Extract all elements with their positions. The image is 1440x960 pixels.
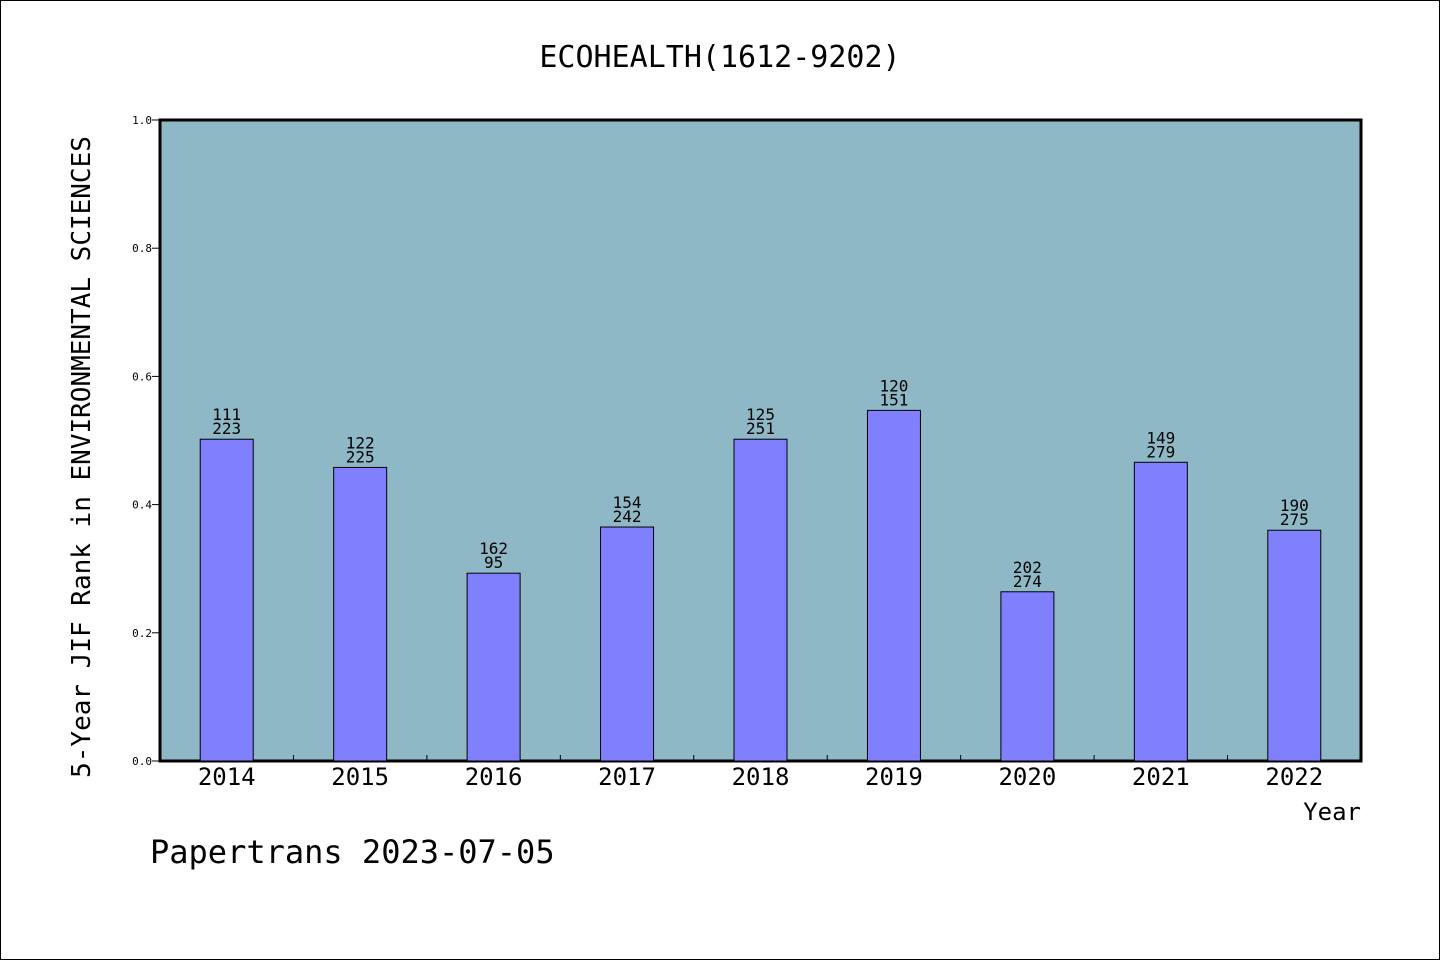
y-tick-label: 0.8: [132, 242, 152, 255]
bar-2016: [466, 572, 521, 762]
bar-2014: [199, 438, 254, 762]
bar-rank-label: 202: [1013, 558, 1042, 577]
x-tick-label: 2021: [1132, 763, 1190, 791]
x-tick-label: 2018: [732, 763, 790, 791]
bar-2022: [1267, 529, 1322, 762]
bar-2018: [733, 438, 788, 762]
y-tick-label: 0.6: [132, 370, 152, 383]
bar-2021: [1133, 461, 1188, 762]
x-tick-label: 2016: [465, 763, 523, 791]
bar-labels-group: 1112231222251629515424212525112015120227…: [212, 376, 1308, 590]
bar-rank-label: 162: [479, 539, 508, 558]
bar-total-label: 242: [613, 507, 642, 526]
y-axis: 0.0 0.2 0.4 0.6 0.8 1.0: [132, 114, 160, 768]
y-tick-label: 0.4: [132, 499, 152, 512]
x-axis-label: Year: [1303, 798, 1361, 826]
bar-rank-label: 120: [879, 376, 908, 395]
y-axis-label: 5-Year JIF Rank in ENVIRONMENTAL SCIENCE…: [67, 136, 97, 778]
x-tick-label: 2014: [198, 763, 256, 791]
x-tick-label: 2020: [998, 763, 1056, 791]
bar-rank-label: 111: [212, 405, 241, 424]
bar-total-label: 275: [1280, 510, 1309, 529]
bar-total-label: 223: [212, 419, 241, 438]
bar-2015: [333, 466, 388, 762]
y-tick-label: 1.0: [132, 114, 152, 127]
bar-total-label: 151: [879, 390, 908, 409]
bar-total-label: 251: [746, 419, 775, 438]
bar-total-label: 279: [1146, 442, 1175, 461]
bar-rank-label: 154: [613, 493, 642, 512]
bar-2019: [866, 409, 921, 762]
y-tick-label: 0.0: [132, 755, 152, 768]
bar-2017: [600, 526, 655, 762]
x-tick-label: 2017: [598, 763, 656, 791]
bar-total-label: 274: [1013, 572, 1042, 591]
x-tick-label: 2022: [1265, 763, 1323, 791]
y-tick-label: 0.2: [132, 627, 152, 640]
bar-rank-label: 149: [1146, 428, 1175, 447]
footer-credit: Papertrans 2023-07-05: [150, 833, 555, 871]
bars-group: [199, 409, 1322, 762]
bar-rank-label: 125: [746, 405, 775, 424]
x-tick-label: 2015: [331, 763, 389, 791]
x-tick-label: 2019: [865, 763, 923, 791]
x-axis: 2014 2015 2016 2017 2018 2019 2020 2021 2022: [198, 755, 1323, 791]
bar-total-label: 225: [346, 447, 375, 466]
bar-rank-label: 122: [346, 433, 375, 452]
bar-rank-label: 190: [1280, 496, 1309, 515]
chart-title: ECOHEALTH(1612-9202): [539, 40, 900, 75]
bar-2020: [1000, 591, 1055, 762]
bar-total-label: 95: [484, 553, 503, 572]
